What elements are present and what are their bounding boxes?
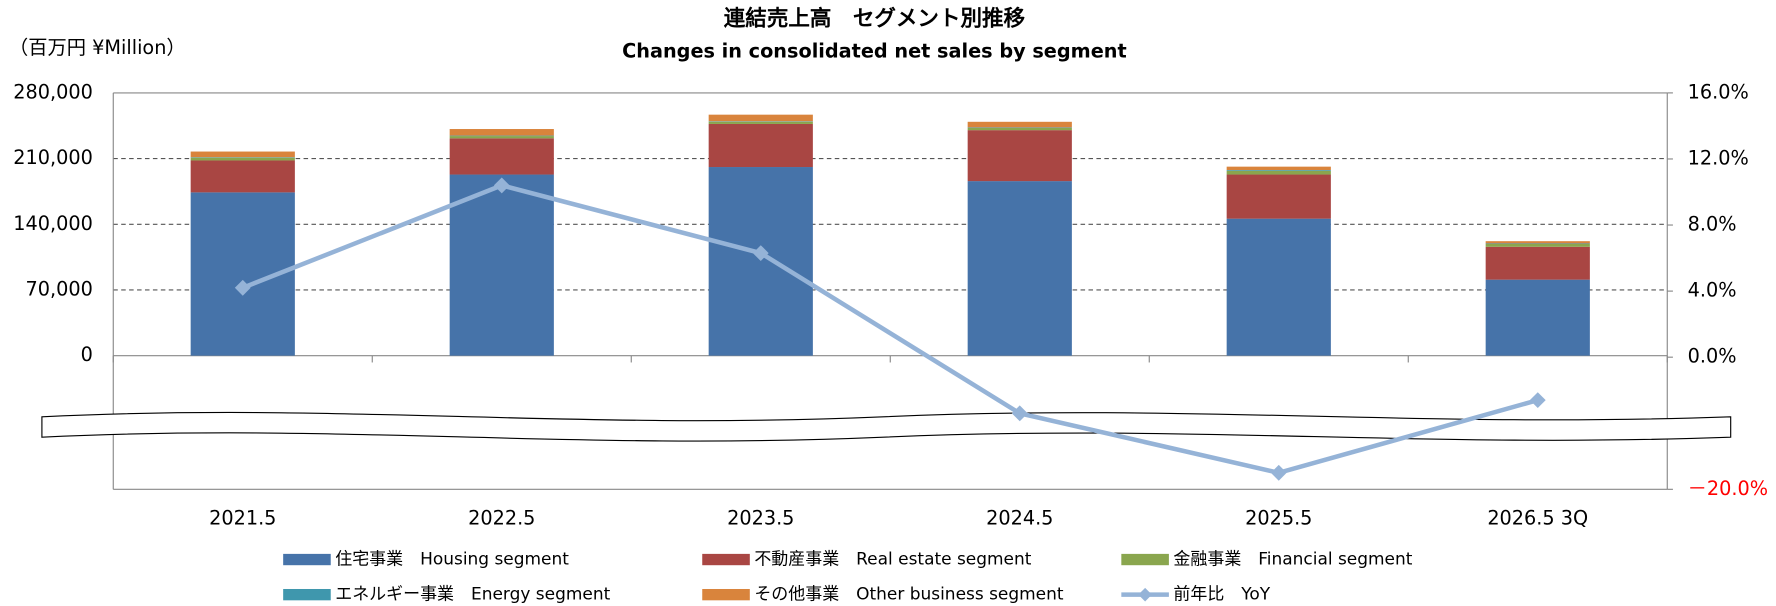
y2-tick-label: 4.0% (1688, 279, 1737, 302)
bar-segment (967, 130, 1072, 182)
bar-segment (449, 136, 554, 139)
y-tick-label: 280,000 (13, 80, 93, 103)
yoy-marker (493, 177, 510, 194)
bar-segment (1485, 246, 1590, 280)
yoy-marker (234, 279, 251, 296)
bar-segment (190, 157, 295, 161)
bar-segment (1226, 218, 1331, 356)
bar-segment (1485, 243, 1590, 247)
x-tick-label: 2021.5 (209, 506, 276, 529)
bar-segment (190, 160, 295, 193)
y-tick-label: 140,000 (13, 212, 93, 235)
yoy-marker (1270, 464, 1287, 481)
y-tick-label: 0 (81, 343, 93, 366)
legend-label: 住宅事業 Housing segment (335, 550, 569, 570)
bar-segment (967, 127, 1072, 131)
bar-segment (1226, 174, 1331, 219)
y2-tick-label: 0.0% (1688, 345, 1737, 368)
x-tick-label: 2024.5 (986, 506, 1053, 529)
bar-segment (1485, 243, 1590, 244)
legend-label: 不動産事業 Real estate segment (754, 550, 1031, 570)
legend-swatch (283, 588, 331, 601)
legend-swatch (283, 553, 331, 566)
bar-segment (1226, 170, 1331, 171)
x-tick-label: 2026.5 3Q (1487, 506, 1588, 529)
y-tick-label: 210,000 (13, 146, 93, 169)
bar-segment (708, 123, 813, 168)
bar-segment (1226, 166, 1331, 171)
legend-label: その他事業 Other business segment (754, 585, 1064, 605)
bar-segment (449, 174, 554, 356)
bar-segment (449, 138, 554, 175)
yoy-line (241, 183, 1539, 476)
chart-title: 連結売上高 セグメント別推移 (724, 5, 1026, 31)
bar-segment (967, 121, 1072, 128)
legend-swatch (1121, 553, 1169, 566)
legend-label: エネルギー事業 Energy segment (335, 585, 610, 605)
legend-swatch (702, 553, 750, 566)
chart-subtitle: Changes in consolidated net sales by seg… (622, 40, 1127, 63)
legend-swatch (702, 588, 750, 601)
bar-segment (1485, 241, 1590, 244)
x-tick-label: 2022.5 (468, 506, 535, 529)
x-tick-label: 2025.5 (1245, 506, 1312, 529)
bar-segment (449, 129, 554, 136)
yoy-marker (1011, 405, 1028, 422)
y2-tick-label: 8.0% (1688, 213, 1737, 236)
y2-tick-label: 12.0% (1688, 146, 1749, 169)
x-tick-label: 2023.5 (727, 506, 794, 529)
y2-tick-label: 16.0% (1688, 80, 1749, 103)
bar-segment (967, 181, 1072, 356)
y-axis-label: （百万円 ¥Million） (9, 36, 186, 59)
yoy-marker (752, 245, 769, 262)
legend-label: 前年比 YoY (1173, 585, 1270, 605)
bar-segment (708, 121, 813, 124)
bar-segment (708, 167, 813, 356)
axis-break (41, 411, 1732, 442)
bar-segment (1485, 279, 1590, 356)
bar-segment (1226, 170, 1331, 175)
yoy-marker (1529, 392, 1546, 409)
legend-label: 金融事業 Financial segment (1173, 550, 1412, 570)
bar-segment (708, 114, 813, 122)
bar-segment (190, 151, 295, 158)
y2-tick-label: －20.0% (1688, 477, 1768, 500)
y-tick-label: 70,000 (26, 277, 93, 300)
